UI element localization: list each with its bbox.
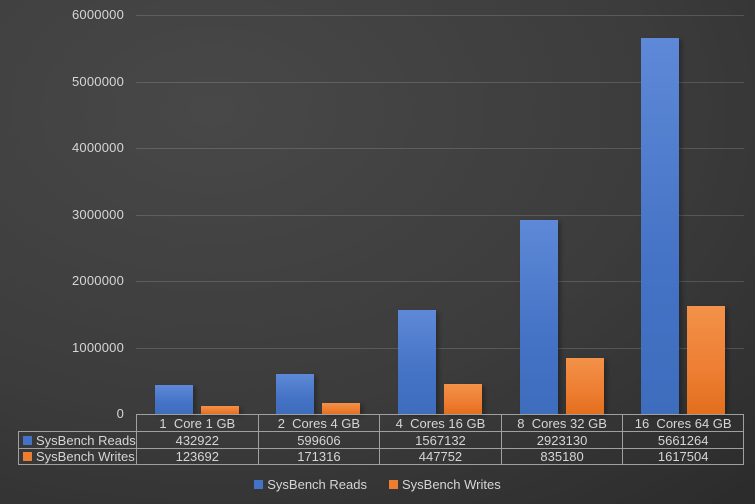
y-tick-label: 0: [116, 406, 124, 421]
legend-swatch-icon: [254, 479, 264, 489]
table-value-cell: 5661264: [622, 431, 744, 448]
bar-writes-4: [687, 306, 726, 414]
bar-writes-1: [322, 402, 361, 414]
table-corner-empty: [18, 414, 136, 431]
gridline: [136, 214, 744, 216]
table-header-cell: 1 Core 1 GB: [136, 414, 258, 431]
legend-swatch-icon: [388, 479, 398, 489]
gridlines: [136, 0, 744, 504]
bar-reads-1: [276, 374, 315, 414]
table-value-cell: 2923130: [500, 431, 623, 448]
y-axis: 0 1000000 2000000 3000000 4000000 5000000 6000…: [0, 0, 126, 504]
table-value-cell: 1617504: [622, 448, 744, 465]
bar-reads-4: [641, 37, 680, 414]
gridline: [136, 148, 744, 149]
table-value-cell: 171316: [257, 448, 380, 465]
bar-writes-3: [565, 358, 604, 414]
table-row-swatch-icon: [23, 435, 32, 445]
plot-area: [136, 15, 744, 414]
legend-label: SysBench Writes: [401, 476, 501, 492]
y-tick-label: 4000000: [71, 140, 124, 155]
data-table: 1 Core 1 GB 2 Cores 4 GB 4 Cores 16 GB 8 Co…: [18, 414, 744, 465]
y-tick-label: 6000000: [71, 7, 124, 22]
bar-reads-2: [398, 309, 436, 414]
gridline: [136, 347, 744, 349]
bar-writes-0: [200, 405, 239, 414]
y-tick-label: 2000000: [71, 273, 124, 288]
table-value-cell: 599606: [257, 431, 380, 448]
legend-item: SysBench Writes: [388, 476, 501, 492]
legend-label: SysBench Reads: [267, 476, 367, 492]
gridline: [136, 281, 744, 282]
y-tick-label: 5000000: [71, 73, 124, 89]
bar-reads-3: [519, 219, 558, 414]
table-value-cell: 123692: [136, 448, 258, 465]
table-value-cell: 835180: [500, 448, 623, 465]
table-header-cell: 16 Cores 64 GB: [622, 414, 744, 431]
gridline: [136, 81, 744, 83]
bar-writes-2: [444, 384, 482, 414]
table-row-label: SysBench Writes: [18, 448, 136, 465]
table-row-swatch-icon: [23, 452, 32, 461]
table-row-label-text: SysBench Reads: [36, 432, 136, 448]
legend: SysBench Reads SysBench Writes: [0, 475, 755, 493]
bar-reads-0: [154, 385, 193, 414]
table-header-cell: 2 Cores 4 GB: [257, 414, 380, 431]
legend-item: SysBench Reads: [254, 477, 367, 492]
table-header-cell: 8 Cores 32 GB: [500, 414, 623, 431]
table-value-cell: 432922: [136, 431, 258, 448]
table-header-cell: 4 Cores 16 GB: [379, 414, 501, 431]
table-value-cell: 1567132: [379, 431, 501, 448]
y-tick-label: 1000000: [71, 339, 124, 355]
table-row-label: SysBench Reads: [18, 431, 136, 448]
gridline: [136, 15, 744, 16]
y-tick-label: 3000000: [71, 206, 124, 222]
table-value-cell: 447752: [379, 448, 501, 465]
table-row-label-text: SysBench Writes: [36, 449, 135, 464]
